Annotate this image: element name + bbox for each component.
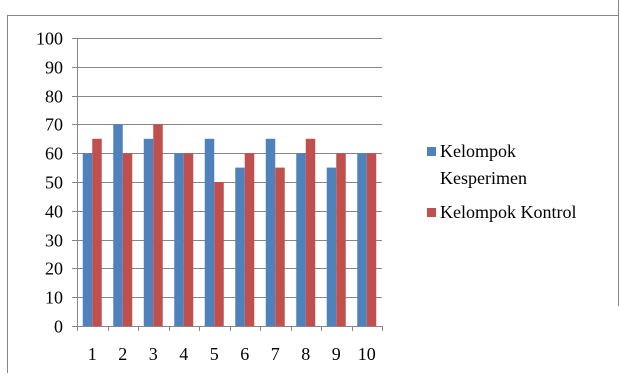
x-tick-label: 4	[179, 344, 188, 364]
x-tick-label: 2	[118, 344, 127, 364]
legend-swatch	[427, 208, 436, 217]
y-tick-label: 60	[45, 144, 63, 164]
bar	[122, 153, 133, 326]
bar	[275, 167, 285, 326]
y-tick-label: 70	[45, 115, 63, 135]
y-tick-label: 80	[45, 87, 63, 107]
x-tick-labels: 1 2 3 4 5 6 7 8 9 10	[88, 344, 376, 364]
bar	[244, 153, 255, 326]
bar	[153, 124, 163, 327]
y-tick-label: 90	[45, 58, 63, 78]
x-tick-label: 10	[358, 344, 376, 364]
bar	[305, 138, 316, 326]
bar	[92, 138, 102, 326]
y-tick-label: 10	[45, 288, 63, 308]
y-tick-label: 40	[45, 202, 63, 222]
x-tick-label: 1	[88, 344, 97, 364]
bars	[82, 124, 377, 327]
legend-label: Kelompok Kontrol	[440, 202, 577, 222]
x-tick-label: 7	[271, 344, 280, 364]
bar	[82, 153, 93, 326]
bar	[326, 167, 337, 326]
legend: Kelompok Kesperimen Kelompok Kontrol	[427, 141, 577, 222]
bar	[143, 138, 154, 326]
bar	[357, 153, 367, 326]
bar	[336, 153, 346, 326]
x-tick-label: 5	[210, 344, 219, 364]
x-tick-label: 6	[240, 344, 249, 364]
x-tick-label: 8	[301, 344, 310, 364]
bar	[296, 153, 306, 326]
y-tick-label: 100	[36, 29, 63, 49]
y-tick-label: 50	[45, 173, 63, 193]
y-tick-label: 30	[45, 231, 63, 251]
x-tick-label: 3	[149, 344, 158, 364]
bar	[183, 153, 194, 326]
y-tick-labels: 0 10 20 30 40 50 60 70 80 90 100	[36, 29, 63, 337]
legend-swatch	[427, 147, 436, 156]
bar	[204, 138, 215, 326]
y-tick-label: 20	[45, 259, 63, 279]
axes	[72, 38, 383, 331]
bar	[174, 153, 184, 326]
bar	[235, 167, 245, 326]
bar	[113, 124, 123, 327]
y-tick-label: 0	[54, 317, 63, 337]
x-tick-label: 9	[332, 344, 341, 364]
bar	[214, 182, 224, 326]
bar	[265, 138, 276, 326]
legend-label: Kesperimen	[440, 168, 527, 188]
legend-label: Kelompok	[440, 141, 516, 161]
bar	[366, 153, 377, 326]
